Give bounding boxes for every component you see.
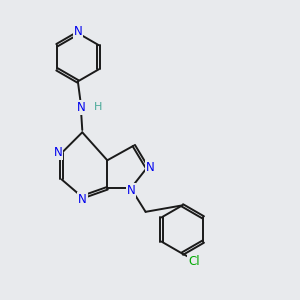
Text: Cl: Cl <box>188 254 200 268</box>
Text: N: N <box>127 184 135 197</box>
Text: N: N <box>146 161 154 174</box>
Text: H: H <box>94 102 103 112</box>
Text: N: N <box>76 101 85 114</box>
Text: N: N <box>78 193 87 206</box>
Text: N: N <box>54 146 62 159</box>
Text: N: N <box>74 25 82 38</box>
